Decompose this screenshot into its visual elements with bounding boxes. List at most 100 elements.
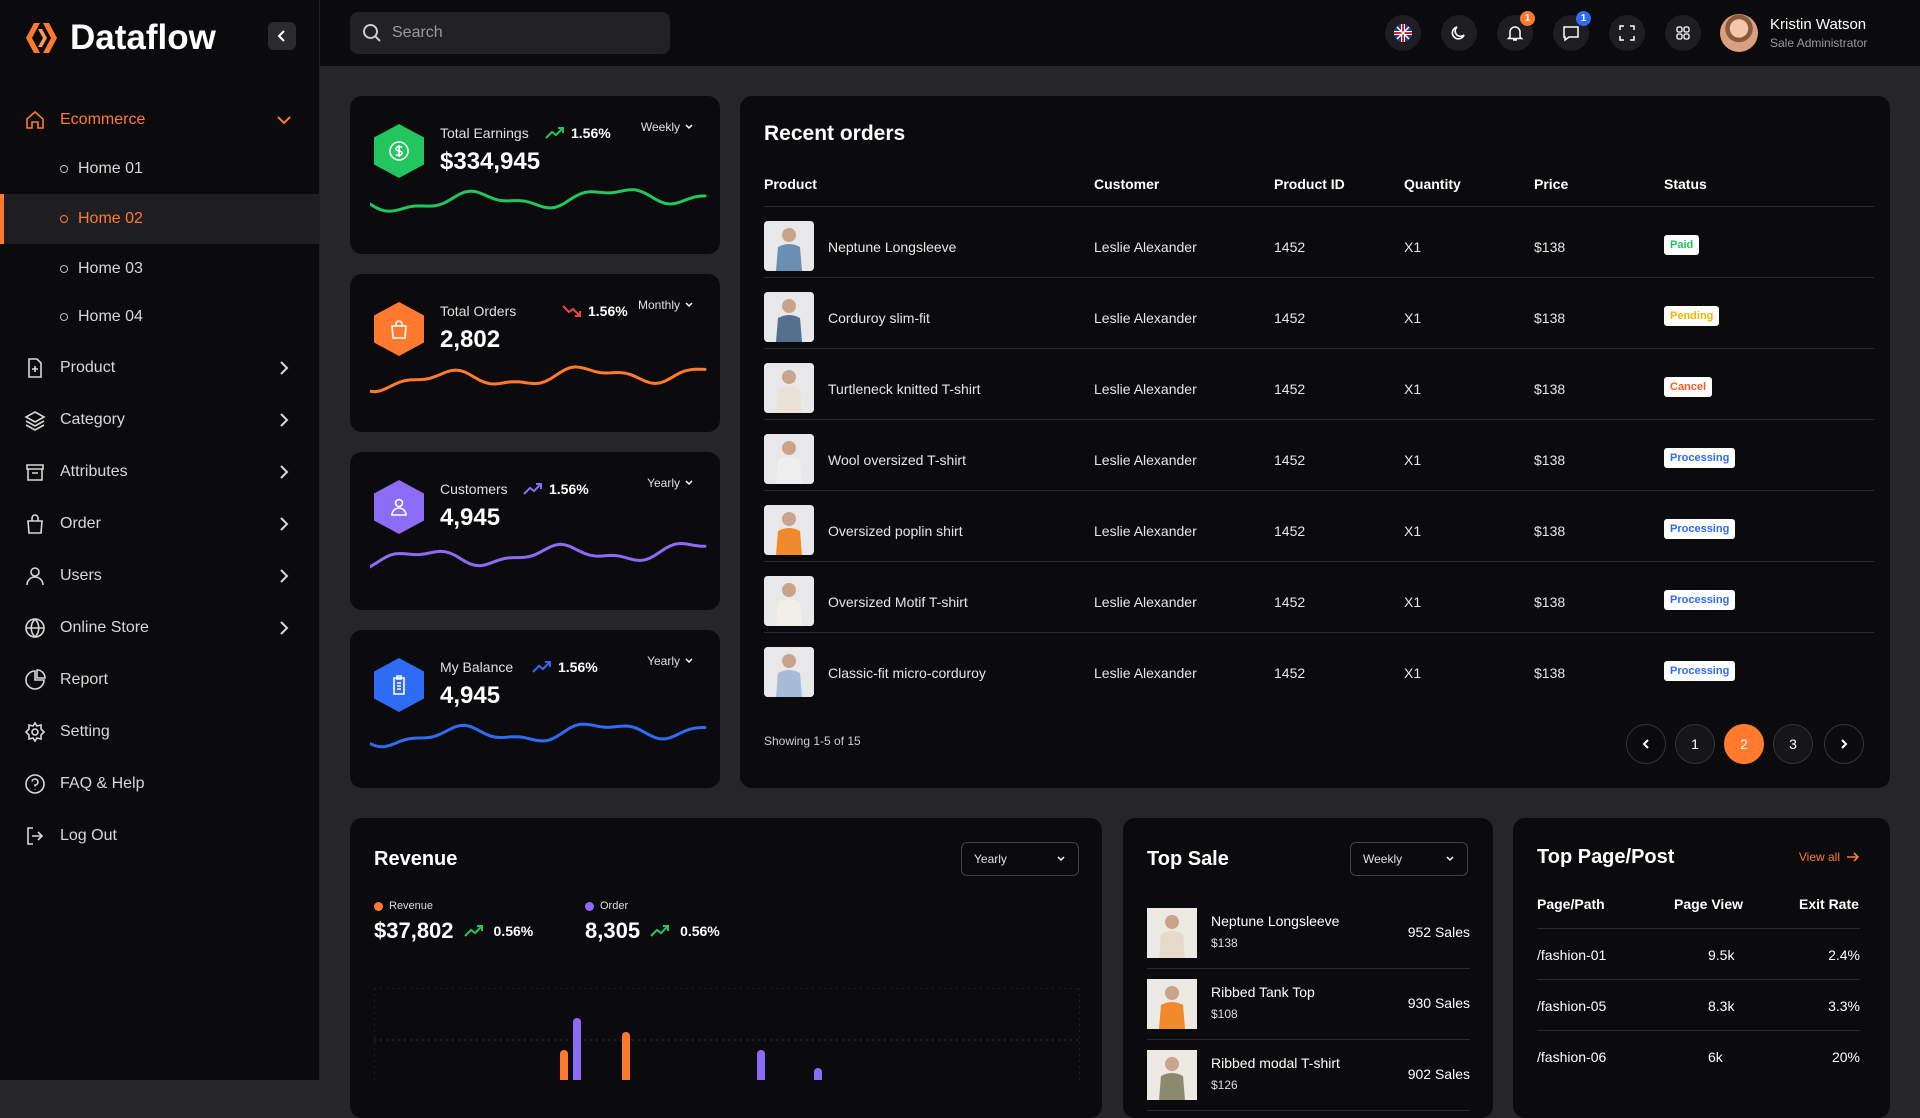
apps-button[interactable] bbox=[1665, 15, 1701, 51]
sidebar-item-online-store[interactable]: Online Store bbox=[0, 602, 320, 654]
sidebar-subitem-label: Home 03 bbox=[78, 260, 143, 277]
table-row[interactable]: /fashion-06 6k 20% bbox=[1537, 1030, 1860, 1081]
user-menu[interactable]: Kristin Watson Sale Administrator bbox=[1720, 14, 1867, 52]
chart-bar bbox=[757, 1050, 765, 1080]
top-sale-period-select[interactable]: Weekly bbox=[1350, 842, 1468, 876]
sidebar-item-order[interactable]: Order bbox=[0, 498, 320, 550]
prev-page-button[interactable] bbox=[1626, 724, 1666, 764]
sidebar-item-ecommerce[interactable]: Ecommerce bbox=[0, 94, 320, 146]
product-thumbnail bbox=[764, 647, 814, 697]
table-row[interactable]: Classic-fit micro-corduroy Leslie Alexan… bbox=[764, 632, 1874, 703]
stat-period-select[interactable]: Weekly bbox=[641, 120, 694, 134]
product-id: 1452 bbox=[1274, 452, 1306, 468]
stat-period-select[interactable]: Yearly bbox=[647, 654, 694, 668]
chart-bar bbox=[573, 1018, 581, 1080]
order-value: 8,305 bbox=[585, 918, 641, 943]
stat-card-customers: Customers 1.56% 4,945 Yearly bbox=[350, 452, 720, 610]
status-badge: Cancel bbox=[1664, 377, 1713, 397]
stat-icon-badge bbox=[374, 302, 424, 356]
product-name[interactable]: Neptune Longsleeve bbox=[828, 239, 957, 255]
revenue-pct: 0.56% bbox=[493, 923, 534, 939]
sidebar-item-attributes[interactable]: Attributes bbox=[0, 446, 320, 498]
table-row[interactable]: Wool oversized T-shirt Leslie Alexander … bbox=[764, 419, 1874, 490]
list-item[interactable]: Ribbed Tank Top $108 930 Sales bbox=[1147, 969, 1470, 1040]
table-row[interactable]: /fashion-01 9.5k 2.4% bbox=[1537, 928, 1860, 979]
product-name[interactable]: Wool oversized T-shirt bbox=[828, 452, 966, 468]
sidebar-item-label: Setting bbox=[60, 723, 110, 740]
product-name[interactable]: Turtleneck knitted T-shirt bbox=[828, 381, 981, 397]
sidebar-item-product[interactable]: Product bbox=[0, 342, 320, 394]
quantity: X1 bbox=[1404, 381, 1422, 397]
search-box[interactable] bbox=[350, 12, 670, 54]
top-page-card: Top Page/Post View all Page/Path Page Vi… bbox=[1513, 818, 1890, 1118]
view-all-link[interactable]: View all bbox=[1799, 850, 1860, 864]
list-item[interactable]: Neptune Longsleeve $138 952 Sales bbox=[1147, 898, 1470, 969]
sidebar-item-log-out[interactable]: Log Out bbox=[0, 810, 320, 862]
price: $138 bbox=[1534, 452, 1566, 468]
product-price: $138 bbox=[1211, 936, 1238, 950]
product-id: 1452 bbox=[1274, 594, 1306, 610]
page-button-2[interactable]: 2 bbox=[1724, 724, 1764, 764]
table-row[interactable]: Oversized Motif T-shirt Leslie Alexander… bbox=[764, 561, 1874, 632]
file-plus-icon bbox=[24, 357, 46, 379]
table-row[interactable]: Oversized poplin shirt Leslie Alexander … bbox=[764, 490, 1874, 561]
table-row[interactable]: /fashion-05 8.3k 3.3% bbox=[1537, 979, 1860, 1030]
next-page-button[interactable] bbox=[1824, 724, 1864, 764]
sidebar-subitem-home-04[interactable]: Home 04 bbox=[0, 292, 320, 342]
search-input[interactable] bbox=[392, 24, 652, 42]
product-name[interactable]: Oversized Motif T-shirt bbox=[828, 594, 968, 610]
sidebar-item-users[interactable]: Users bbox=[0, 550, 320, 602]
table-row[interactable]: Turtleneck knitted T-shirt Leslie Alexan… bbox=[764, 348, 1874, 419]
col-header-status: Status bbox=[1664, 176, 1707, 192]
legend-label-order: Order bbox=[600, 900, 629, 912]
sidebar-subitem-home-02[interactable]: Home 02 bbox=[0, 194, 320, 244]
dark-mode-button[interactable] bbox=[1441, 15, 1477, 51]
logout-icon bbox=[24, 825, 46, 847]
table-row[interactable]: Neptune Longsleeve Leslie Alexander 1452… bbox=[764, 206, 1874, 277]
stat-change-value: 1.56% bbox=[549, 481, 589, 497]
sidebar-subitem-home-01[interactable]: Home 01 bbox=[0, 144, 320, 194]
chevron-right-icon bbox=[280, 517, 289, 531]
logo-text: Dataflow bbox=[70, 18, 216, 57]
stat-value: $334,945 bbox=[440, 148, 541, 175]
revenue-period-select[interactable]: Yearly bbox=[961, 842, 1079, 876]
logo[interactable]: Dataflow bbox=[24, 18, 216, 58]
chevron-down-icon bbox=[1057, 856, 1065, 862]
product-name[interactable]: Classic-fit micro-corduroy bbox=[828, 665, 986, 681]
page-button-1[interactable]: 1 bbox=[1675, 724, 1715, 764]
table-row[interactable]: Corduroy slim-fit Leslie Alexander 1452 … bbox=[764, 277, 1874, 348]
product-thumbnail bbox=[1147, 979, 1197, 1029]
collapse-sidebar-button[interactable] bbox=[268, 22, 296, 50]
arrow-right-icon bbox=[1847, 852, 1860, 862]
stat-period-select[interactable]: Yearly bbox=[647, 476, 694, 490]
home-icon bbox=[24, 109, 46, 131]
fullscreen-button[interactable] bbox=[1609, 15, 1645, 51]
stat-period-select[interactable]: Monthly bbox=[638, 298, 694, 312]
sidebar-subitem-home-03[interactable]: Home 03 bbox=[0, 244, 320, 294]
language-button[interactable] bbox=[1385, 15, 1421, 51]
chevron-right-icon bbox=[280, 621, 289, 635]
product-name[interactable]: Oversized poplin shirt bbox=[828, 523, 963, 539]
sidebar-item-report[interactable]: Report bbox=[0, 654, 320, 706]
sidebar-item-category[interactable]: Category bbox=[0, 394, 320, 446]
bullet-icon bbox=[60, 215, 68, 223]
exit-rate: 20% bbox=[1831, 1049, 1860, 1065]
sidebar-item-faq-help[interactable]: FAQ & Help bbox=[0, 758, 320, 810]
quantity: X1 bbox=[1404, 452, 1422, 468]
product-name[interactable]: Corduroy slim-fit bbox=[828, 310, 930, 326]
notifications-button[interactable]: 1 bbox=[1497, 11, 1535, 51]
list-item[interactable]: Ribbed modal T-shirt $126 902 Sales bbox=[1147, 1040, 1470, 1111]
chevron-right-icon bbox=[280, 465, 289, 479]
page-button-3[interactable]: 3 bbox=[1773, 724, 1813, 764]
chevron-left-icon bbox=[277, 30, 285, 42]
sidebar-subitem-label: Home 04 bbox=[78, 308, 143, 325]
product-thumbnail bbox=[764, 576, 814, 626]
sidebar-item-setting[interactable]: Setting bbox=[0, 706, 320, 758]
pie-chart-icon bbox=[24, 669, 46, 691]
bullet-icon bbox=[60, 165, 68, 173]
messages-button[interactable]: 1 bbox=[1553, 11, 1591, 51]
stat-label: Customers bbox=[440, 481, 508, 497]
user-role: Sale Administrator bbox=[1770, 36, 1868, 50]
customer-name: Leslie Alexander bbox=[1094, 239, 1197, 255]
stat-sparkline bbox=[370, 365, 707, 394]
